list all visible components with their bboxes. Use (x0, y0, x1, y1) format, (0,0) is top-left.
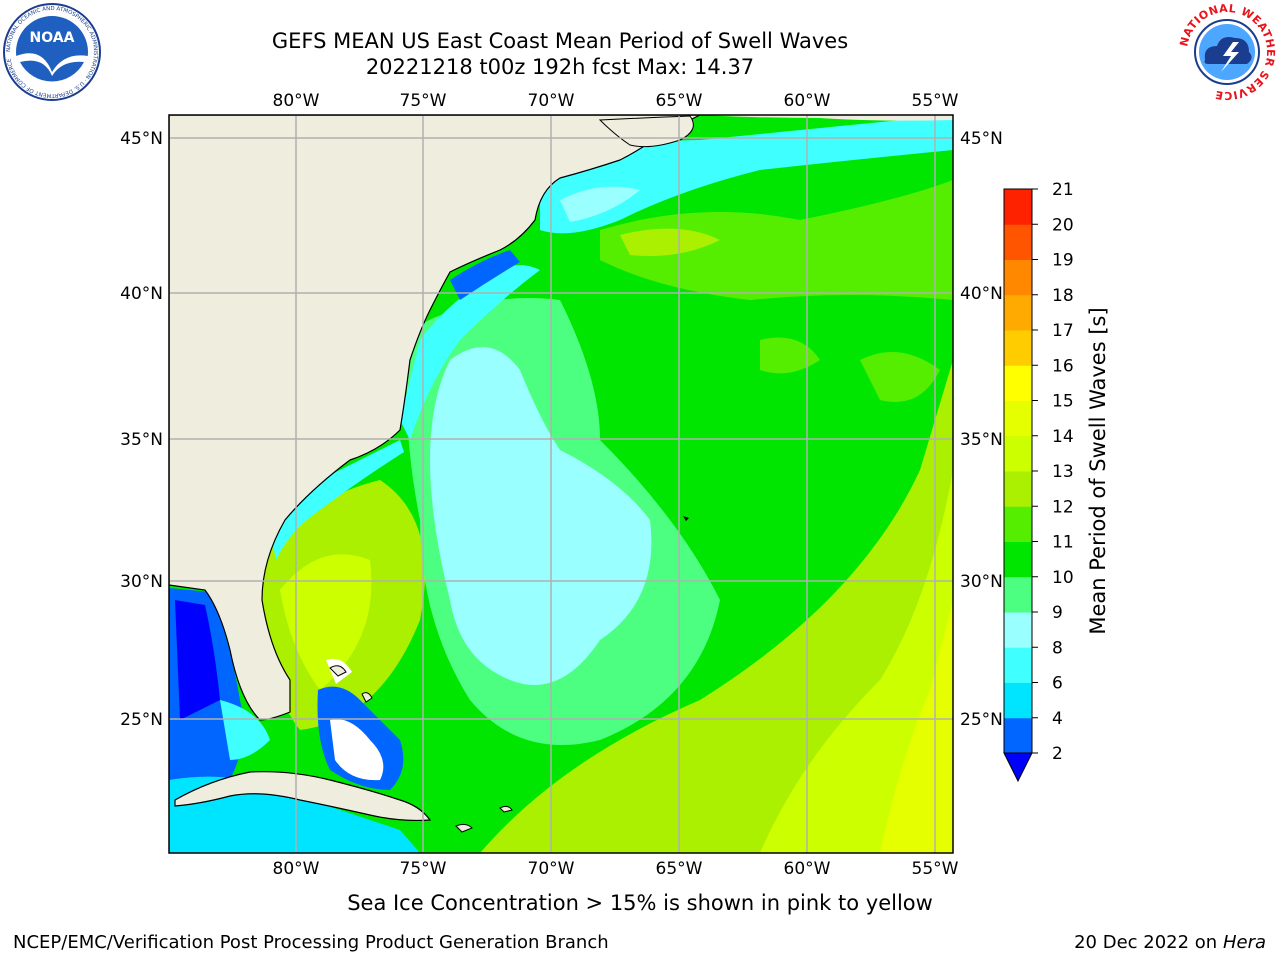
lat-label: 25°N (120, 710, 163, 730)
colorbar-tick-label: 18 (1052, 286, 1074, 306)
lat-label: 30°N (960, 572, 1003, 592)
colorbar-segment (1004, 541, 1032, 578)
lon-label: 65°W (656, 859, 703, 879)
lat-label: 25°N (960, 710, 1003, 730)
colorbar-tick-label: 4 (1052, 709, 1063, 729)
colorbar-segment (1004, 717, 1032, 754)
lon-label: 65°W (656, 91, 703, 111)
lon-label: 70°W (528, 859, 575, 879)
colorbar-tick-label: 9 (1052, 603, 1063, 623)
lon-label: 75°W (400, 859, 447, 879)
colorbar-tick-label: 11 (1052, 533, 1074, 553)
colorbar-segment (1004, 224, 1032, 260)
colorbar-segment (1004, 400, 1032, 437)
lon-labels-bottom: 80°W 75°W 70°W 65°W 60°W 55°W (273, 859, 959, 879)
lon-label: 80°W (273, 91, 320, 111)
colorbar-tick-label: 21 (1052, 180, 1074, 200)
colorbar-segments (1004, 189, 1032, 754)
lat-label: 35°N (120, 430, 163, 450)
lon-label: 60°W (784, 859, 831, 879)
colorbar-tick-label: 20 (1052, 215, 1074, 235)
lat-label: 45°N (960, 129, 1003, 149)
producer-credit: NCEP/EMC/Verification Post Processing Pr… (13, 932, 609, 953)
lat-label: 40°N (120, 284, 163, 304)
colorbar-segment (1004, 435, 1032, 472)
noaa-logo-text: NOAA (30, 30, 75, 46)
land-masses (169, 115, 953, 833)
map-frame (168, 114, 954, 854)
colorbar-tick-label: 12 (1052, 497, 1074, 517)
forecast-subtitle: 20221218 t00z 192h fcst Max: 14.37 (365, 55, 755, 79)
nws-logo-icon: NATIONAL WEATHER SERVICE (1177, 2, 1276, 102)
colorbar: 2 4 6 8 9 10 11 12 13 14 15 16 17 18 19 20 21 Mean Perio… (1003, 180, 1110, 783)
colorbar-label: Mean Period of Swell Waves [s] (1086, 307, 1110, 634)
colorbar-frame (1003, 188, 1033, 754)
colorbar-ticks: 2 4 6 8 9 10 11 12 13 14 15 16 17 18 19 20 21 (1032, 180, 1074, 764)
generation-date-text: 20 Dec 2022 on (1074, 932, 1218, 953)
colorbar-tick-label: 19 (1052, 251, 1074, 271)
colorbar-segment (1004, 576, 1032, 613)
host-name: Hera (1222, 932, 1266, 953)
lon-label: 55°W (912, 91, 959, 111)
graticule (169, 115, 953, 853)
lat-label: 40°N (960, 284, 1003, 304)
lon-label: 75°W (400, 91, 447, 111)
colorbar-tick-label: 10 (1052, 568, 1074, 588)
lon-label: 70°W (528, 91, 575, 111)
lon-labels-top: 80°W 75°W 70°W 65°W 60°W 55°W (273, 91, 959, 111)
colorbar-segment (1004, 330, 1032, 366)
lat-labels-right: 45°N 40°N 35°N 30°N 25°N (960, 129, 1003, 730)
colorbar-segment (1004, 682, 1032, 719)
lat-label: 35°N (960, 430, 1003, 450)
colorbar-tick-label: 6 (1052, 674, 1063, 694)
generation-date: 20 Dec 2022 on Hera (1074, 932, 1266, 953)
sea-ice-note: Sea Ice Concentration > 15% is shown in … (347, 891, 933, 915)
colorbar-tick-label: 2 (1052, 744, 1063, 764)
colorbar-tick-label: 15 (1052, 392, 1074, 412)
colorbar-segment (1004, 647, 1032, 683)
lat-label: 30°N (120, 572, 163, 592)
noaa-logo-icon: NOAA NATIONAL OCEANIC AND ATMOSPHERIC AD… (3, 3, 101, 101)
colorbar-segment (1004, 294, 1032, 331)
colorbar-tick-label: 16 (1052, 356, 1074, 376)
lon-label: 80°W (273, 859, 320, 879)
colorbar-segment (1004, 612, 1032, 648)
colorbar-tick-label: 8 (1052, 638, 1063, 658)
colorbar-segment (1004, 471, 1032, 507)
colorbar-segment (1004, 189, 1032, 225)
colorbar-under-arrow (1003, 752, 1033, 783)
lat-labels-left: 45°N 40°N 35°N 30°N 25°N (120, 129, 163, 730)
colorbar-segment (1004, 506, 1032, 542)
colorbar-tick-label: 13 (1052, 462, 1074, 482)
lat-label: 45°N (120, 129, 163, 149)
lon-label: 55°W (912, 859, 959, 879)
map-title: GEFS MEAN US East Coast Mean Period of S… (271, 29, 849, 53)
colorbar-tick-label: 14 (1052, 427, 1074, 447)
colorbar-segment (1004, 259, 1032, 296)
colorbar-segment (1004, 365, 1032, 401)
colorbar-tick-label: 17 (1052, 321, 1074, 341)
lon-label: 60°W (784, 91, 831, 111)
